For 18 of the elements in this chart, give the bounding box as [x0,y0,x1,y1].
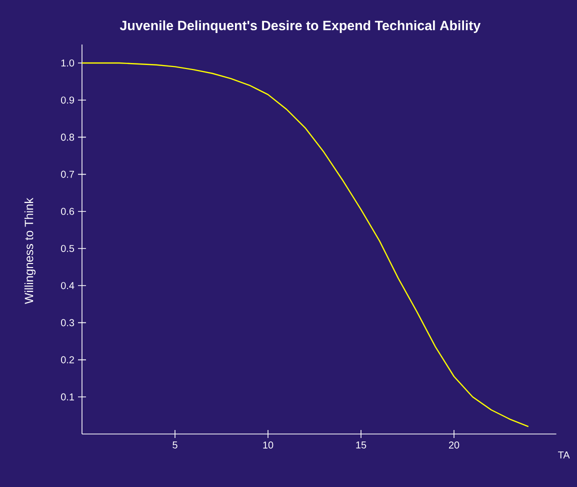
line-series [82,62,530,428]
y-tick-label: 0.7 [61,170,74,178]
y-tick-label: 1.0 [61,59,74,67]
x-axis-title: TA [558,452,570,458]
y-tick-label: 0.9 [61,96,74,104]
y-tick-label: 0.8 [61,134,74,141]
y-axis-title: Willingness to Think [24,198,36,304]
y-tick-label: 0.1 [61,393,74,400]
x-tick-label: 10 [263,442,274,449]
y-tick-label: 0.6 [61,208,74,215]
x-tick-label: 20 [448,442,460,449]
y-tick-label: 0.4 [61,282,74,290]
x-tick-label: 15 [356,442,366,448]
x-tick-label: 5 [172,442,178,448]
chart-title: Juvenile Delinquent's Desire to Expend Technical Ability [120,20,481,33]
y-tick-label: 0.3 [61,319,74,326]
y-tick-label: 0.2 [61,356,74,364]
y-tick-label: 0.5 [61,244,74,252]
